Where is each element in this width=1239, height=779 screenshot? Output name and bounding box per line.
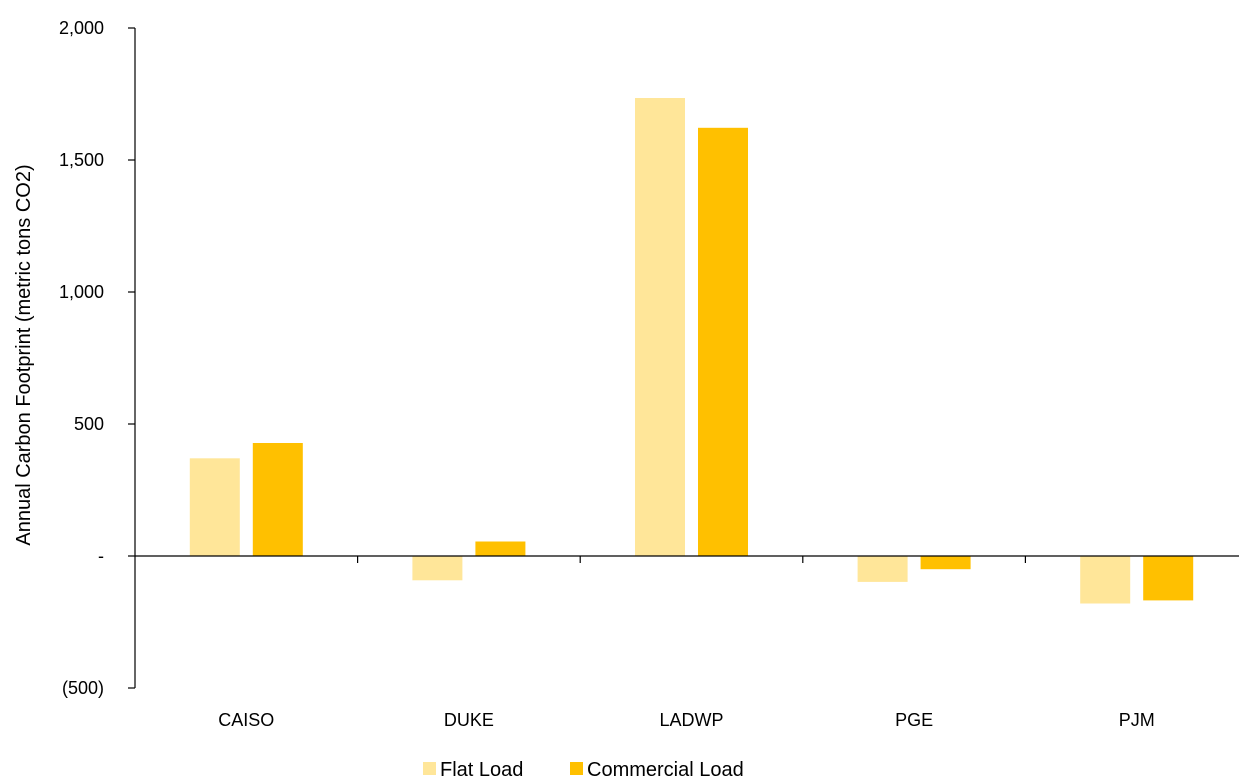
bars-group [189,98,1194,604]
x-tick-label-duke: DUKE [444,710,494,730]
y-tick-label: 1,500 [59,150,104,170]
bar-pge-flat-load [857,556,908,582]
x-tick-label-pjm: PJM [1119,710,1155,730]
legend-label: Flat Load [440,759,523,779]
legend: Flat Load Commercial Load [423,759,744,779]
legend-swatch [570,762,583,775]
x-tick-label-caiso: CAISO [218,710,274,730]
bar-pge-commercial-load [920,556,971,570]
legend-item-commercial-load: Commercial Load [570,759,744,779]
y-tick-label: 1,000 [59,282,104,302]
y-tick-label: 500 [74,414,104,434]
bar-duke-commercial-load [475,541,526,556]
y-tick-labels: 2,000 1,500 1,000 500 - (500) [59,18,104,698]
bar-caiso-flat-load [189,458,240,556]
y-tick-label: - [98,546,104,566]
legend-label: Commercial Load [587,759,744,779]
y-tick-label: 2,000 [59,18,104,38]
bar-ladwp-commercial-load [698,127,748,557]
legend-item-flat-load: Flat Load [423,759,523,779]
x-tick-label-pge: PGE [895,710,933,730]
y-axis-label: Annual Carbon Footprint (metric tons CO2… [13,164,35,545]
bar-duke-flat-load [412,556,463,581]
x-tick-labels: CAISO DUKE LADWP PGE PJM [218,710,1154,730]
x-tick-label-ladwp: LADWP [659,710,723,730]
bar-pjm-commercial-load [1143,556,1194,601]
bar-ladwp-flat-load [635,98,685,556]
axes-group [128,27,1239,689]
bar-caiso-commercial-load [252,443,303,556]
legend-swatch [423,762,436,775]
bar-pjm-flat-load [1080,556,1131,604]
y-tick-label: (500) [62,678,104,698]
